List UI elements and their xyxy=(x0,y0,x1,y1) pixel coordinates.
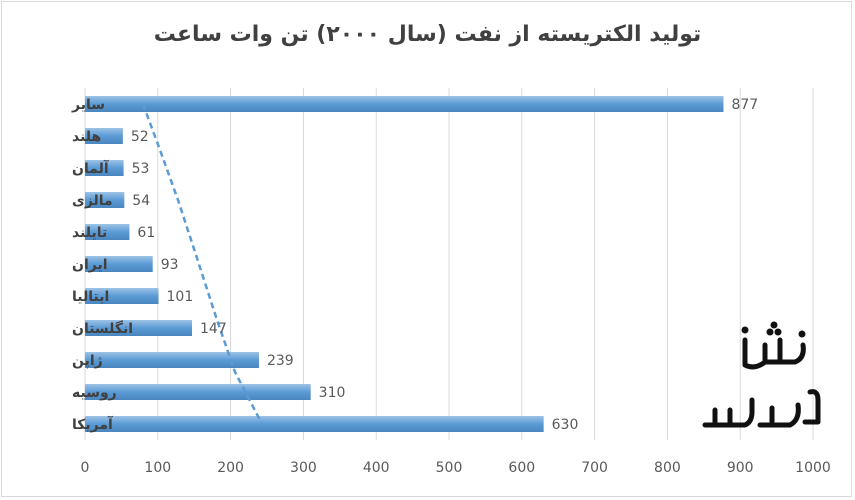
watermark-logo xyxy=(702,321,821,428)
bar xyxy=(85,96,724,112)
bar xyxy=(85,224,130,240)
data-label: 61 xyxy=(137,225,155,241)
bar xyxy=(85,128,123,144)
x-tick-label: 1000 xyxy=(795,460,831,476)
chart-title: تولید الکتریسته از نفت (سال ۲۰۰۰) تن وات… xyxy=(153,22,702,47)
data-label: 239 xyxy=(267,353,294,369)
data-label: 52 xyxy=(131,129,149,145)
x-tick-label: 100 xyxy=(144,460,171,476)
bar xyxy=(85,320,193,336)
data-label: 147 xyxy=(200,321,227,337)
bar xyxy=(85,288,159,304)
x-tick-label: 900 xyxy=(727,460,754,476)
category-label: روسیه xyxy=(72,385,117,401)
x-tick-label: 600 xyxy=(508,460,535,476)
data-label: 54 xyxy=(132,193,150,209)
data-label: 630 xyxy=(552,417,579,433)
category-label: سایر xyxy=(71,97,105,113)
x-tick-label: 800 xyxy=(654,460,681,476)
category-label: مالزی xyxy=(72,193,113,209)
x-tick-label: 400 xyxy=(363,460,390,476)
data-label: 101 xyxy=(167,289,194,305)
x-tick-label: 500 xyxy=(436,460,463,476)
data-label: 310 xyxy=(319,385,346,401)
bar xyxy=(85,192,125,208)
bar xyxy=(85,160,124,176)
category-label: ایران xyxy=(72,257,108,273)
data-label: 53 xyxy=(132,161,150,177)
bar xyxy=(85,256,153,272)
category-label: آلمان xyxy=(72,159,110,177)
bar xyxy=(85,384,311,400)
category-label: انگلستان xyxy=(72,320,133,337)
x-tick-label: 700 xyxy=(581,460,608,476)
bar xyxy=(85,416,544,432)
bar xyxy=(85,352,259,368)
category-label: تایلند xyxy=(72,225,107,241)
data-label: 93 xyxy=(161,257,179,273)
category-label: ایتالیا xyxy=(72,289,109,305)
x-tick-label: 200 xyxy=(217,460,244,476)
x-tick-label: 300 xyxy=(290,460,317,476)
category-label: آمریکا xyxy=(72,415,114,433)
category-label: ژاپن xyxy=(72,353,103,369)
data-label: 877 xyxy=(731,97,758,113)
category-label: هلند xyxy=(72,129,101,145)
trendline xyxy=(141,103,264,425)
x-tick-label: 0 xyxy=(81,460,90,476)
